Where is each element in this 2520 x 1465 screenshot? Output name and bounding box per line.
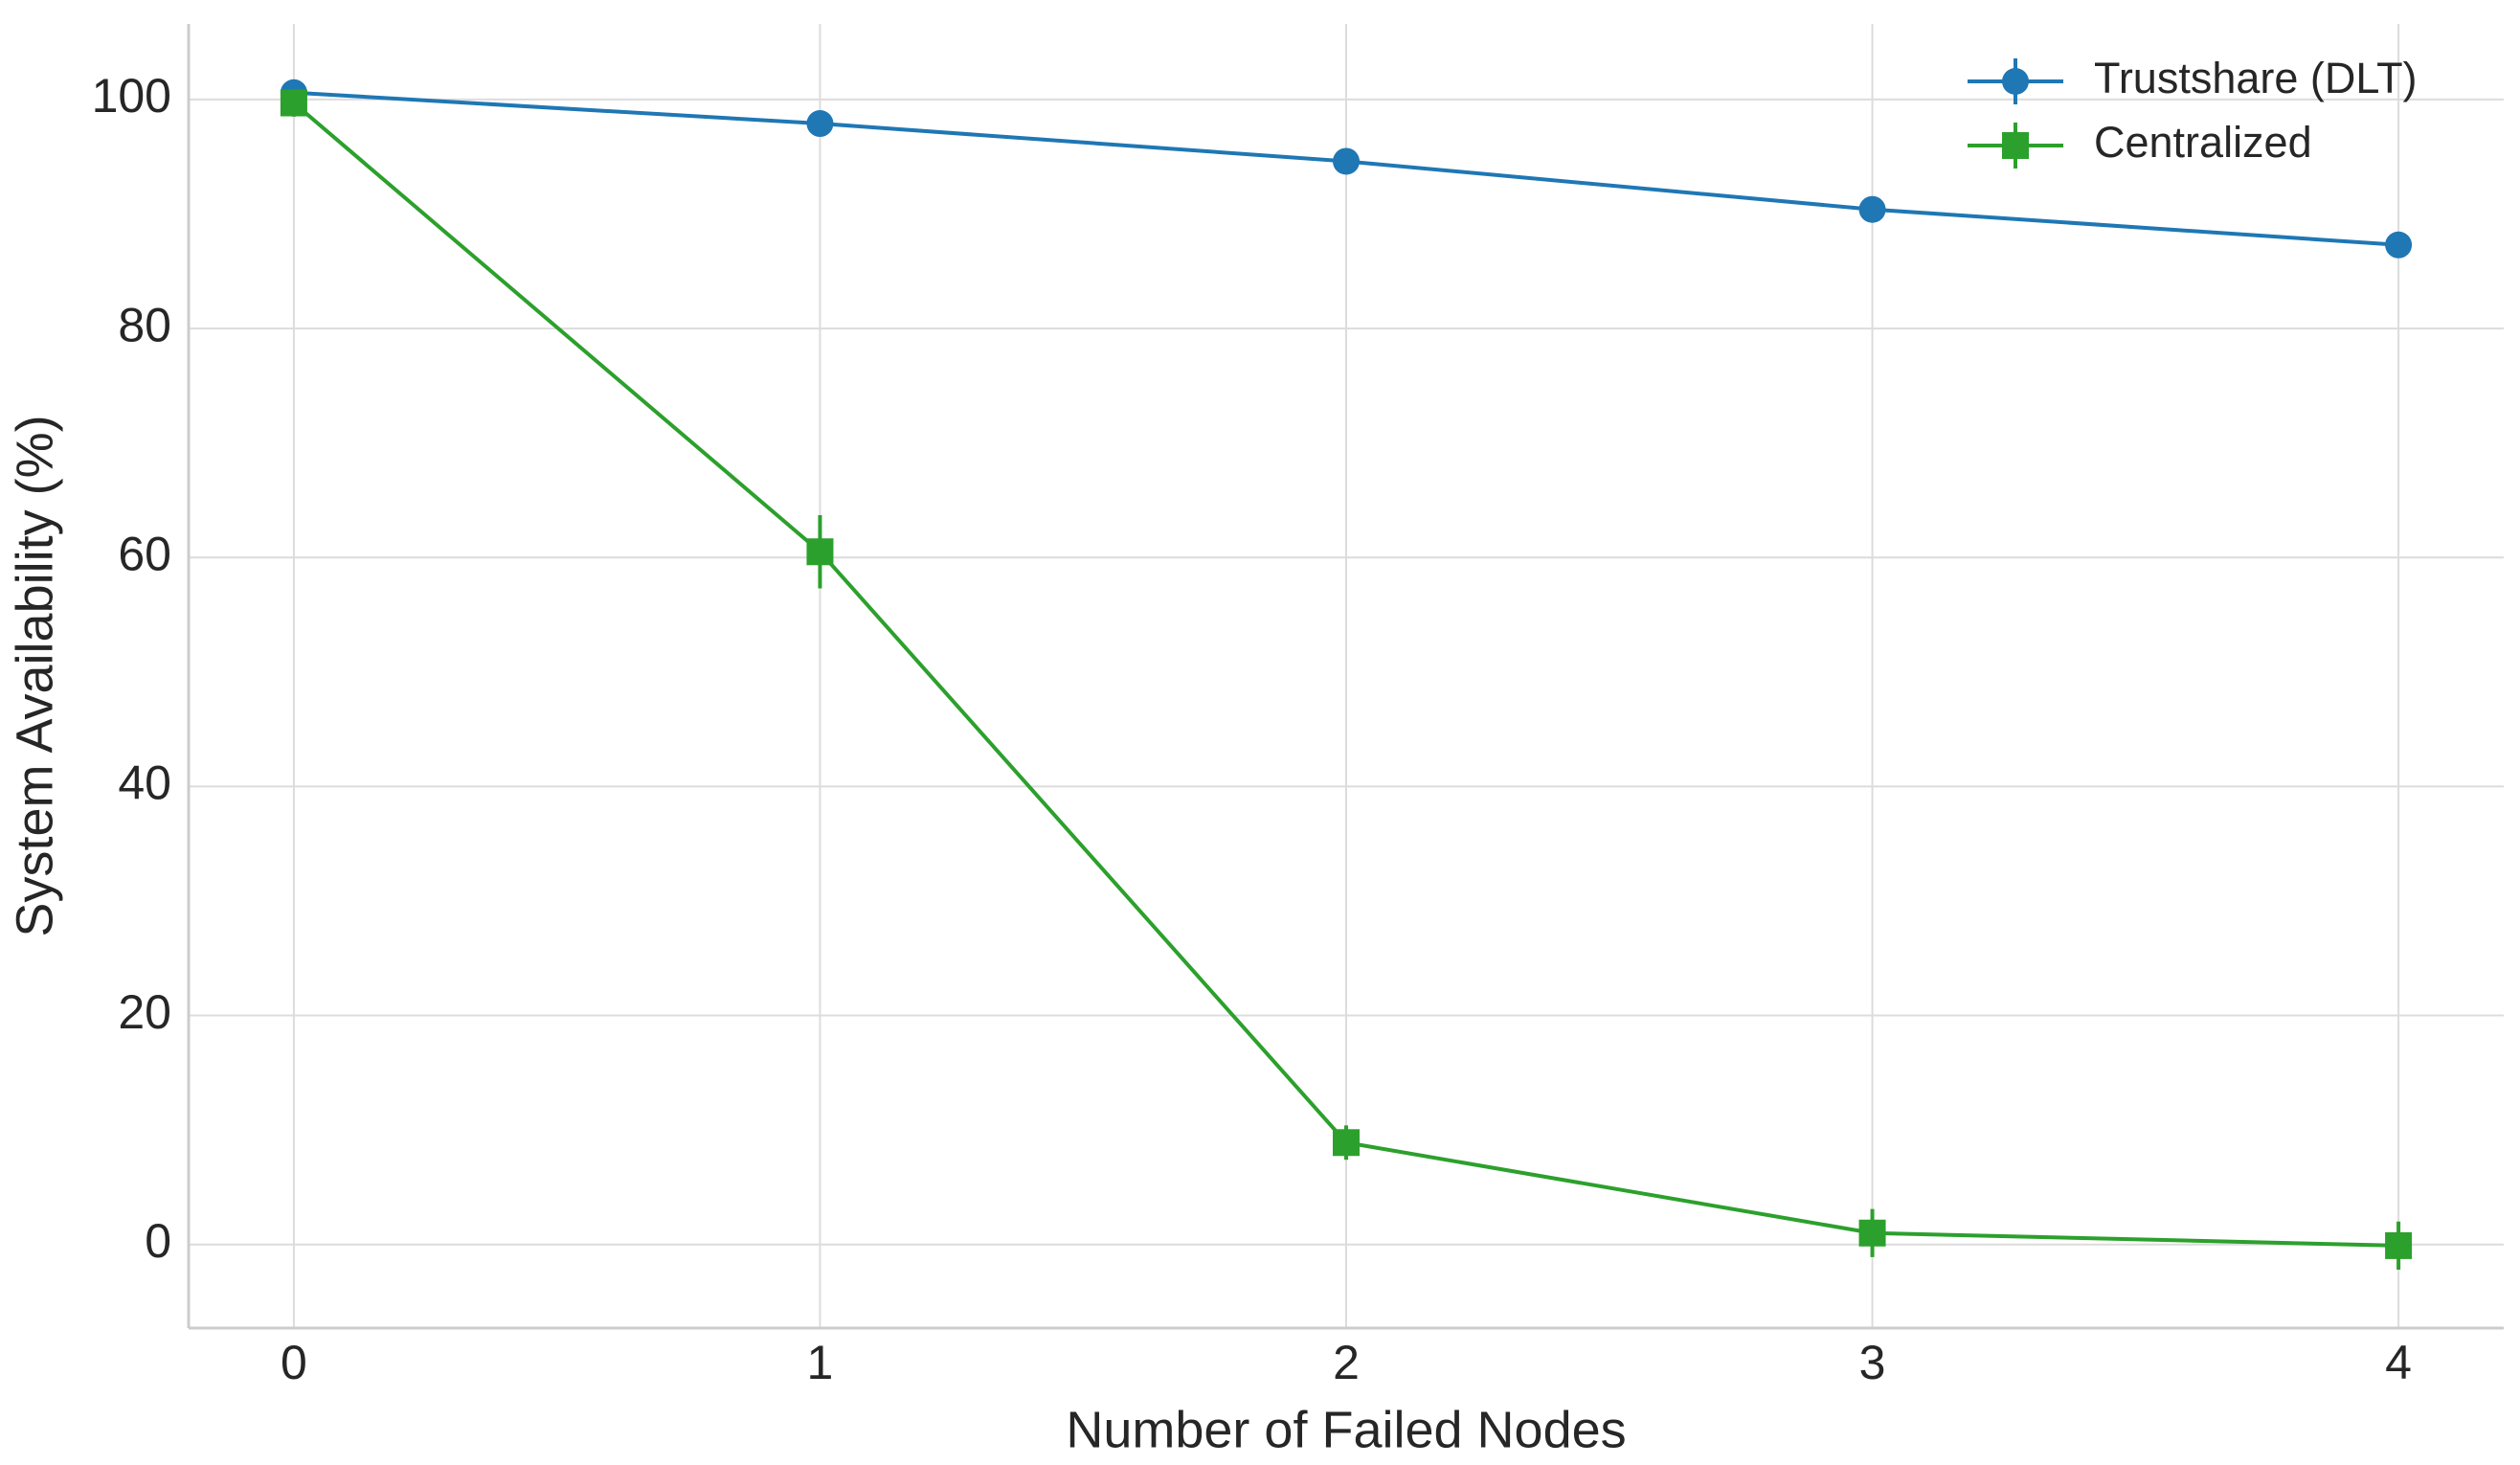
- marker: [1858, 1219, 1886, 1247]
- x-axis-label: Number of Failed Nodes: [1066, 1401, 1626, 1458]
- marker: [806, 110, 834, 138]
- marker: [1333, 147, 1360, 175]
- legend-label: Centralized: [2094, 118, 2312, 167]
- x-tick-label: 4: [2385, 1336, 2412, 1389]
- x-tick-label: 2: [1333, 1336, 1360, 1389]
- y-tick-label: 80: [118, 298, 171, 351]
- marker: [2002, 132, 2029, 159]
- marker: [2385, 1231, 2413, 1259]
- x-tick-label: 1: [807, 1336, 834, 1389]
- y-tick-label: 60: [118, 527, 171, 580]
- y-axis-label: System Availability (%): [6, 415, 63, 936]
- marker: [1858, 195, 1886, 223]
- marker: [1333, 1129, 1360, 1157]
- y-tick-label: 100: [92, 69, 171, 123]
- y-tick-label: 20: [118, 985, 171, 1039]
- y-tick-label: 0: [145, 1214, 171, 1268]
- marker: [806, 538, 834, 566]
- marker: [2002, 68, 2029, 95]
- x-tick-label: 0: [281, 1336, 307, 1389]
- marker: [280, 89, 307, 117]
- y-tick-label: 40: [118, 756, 171, 810]
- x-tick-label: 3: [1859, 1336, 1886, 1389]
- legend-label: Trustshare (DLT): [2094, 54, 2418, 102]
- marker: [2385, 231, 2413, 259]
